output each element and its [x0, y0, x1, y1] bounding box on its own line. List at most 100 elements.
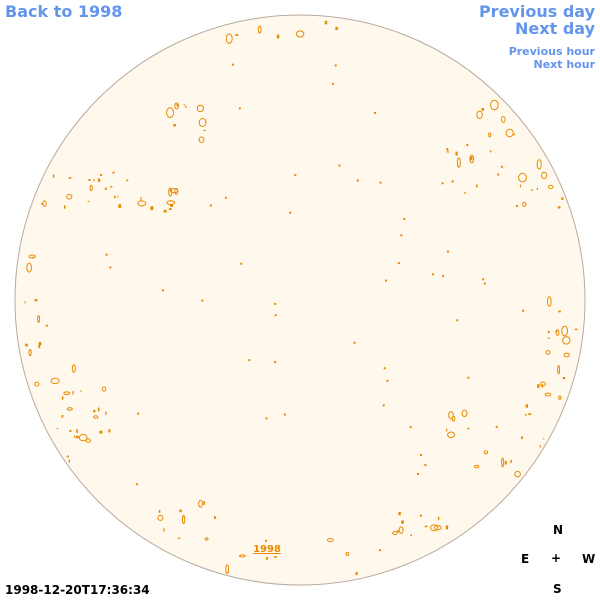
contour-mark [140, 196, 142, 201]
contour-mark [126, 179, 129, 182]
contour-mark [446, 428, 448, 432]
contour-mark [276, 34, 280, 39]
contour-mark [525, 404, 529, 408]
contour-mark [515, 205, 518, 207]
contour-mark [545, 350, 551, 355]
back-to-year-link[interactable]: Back to 1998 [5, 2, 123, 21]
contour-mark [76, 429, 78, 433]
contour-mark [198, 118, 207, 127]
contour-mark [331, 82, 334, 85]
contour-mark [424, 464, 427, 466]
contour-mark [520, 184, 521, 188]
contour-mark [239, 554, 246, 558]
contour-mark [265, 539, 267, 542]
year-link[interactable]: 1998 [253, 544, 281, 555]
contour-mark [78, 433, 88, 442]
contour-mark [163, 209, 167, 213]
contour-mark [555, 329, 560, 336]
contour-mark [105, 253, 108, 256]
contour-mark [97, 178, 101, 182]
previous-hour-link[interactable]: Previous hour [508, 45, 595, 58]
contour-mark [69, 430, 72, 432]
contour-mark [289, 211, 292, 214]
contour-mark [63, 391, 71, 396]
contour-mark [562, 377, 566, 380]
contour-mark [334, 64, 337, 67]
contour-mark [490, 99, 499, 111]
contour-mark [374, 111, 376, 114]
contour-mark [385, 279, 387, 282]
contour-mark [274, 302, 277, 305]
contour-mark [448, 411, 454, 420]
contour-mark [105, 411, 107, 416]
contour-mark [539, 445, 541, 448]
contour-mark [72, 391, 74, 395]
contour-mark [201, 299, 204, 302]
contour-mark [416, 473, 419, 475]
contour-mark [209, 204, 212, 207]
contour-mark [76, 435, 79, 439]
contour-mark [203, 129, 206, 131]
contour-mark [174, 102, 179, 110]
contour-mark [74, 435, 76, 438]
previous-day-link[interactable]: Previous day [478, 2, 595, 21]
contour-mark [182, 514, 186, 525]
contour-mark [68, 459, 70, 463]
contour-mark [561, 325, 569, 337]
contour-mark [537, 384, 540, 388]
contour-mark [409, 426, 412, 429]
contour-mark [539, 381, 547, 387]
compass-center: + [551, 551, 562, 565]
contour-mark [168, 187, 173, 197]
contour-mark [424, 525, 428, 528]
contour-mark [118, 204, 122, 208]
contour-mark [37, 315, 41, 323]
contour-mark [467, 427, 470, 430]
contour-mark [383, 367, 386, 370]
contour-mark [476, 184, 478, 188]
contour-mark [525, 413, 527, 416]
contour-mark [379, 549, 381, 552]
contour-mark [296, 30, 305, 38]
contour-mark [392, 531, 398, 535]
contour-mark [382, 404, 385, 407]
contour-mark [353, 341, 356, 344]
compass-south: S [553, 582, 562, 596]
next-hour-link[interactable]: Next hour [533, 58, 596, 71]
contour-mark [45, 324, 48, 327]
contour-mark [561, 197, 564, 200]
contour-mark [214, 516, 216, 519]
contour-mark [88, 179, 91, 181]
contour-mark [100, 173, 103, 176]
contour-mark [110, 186, 113, 188]
contour-mark [488, 132, 492, 138]
contour-mark [162, 289, 164, 292]
contour-mark [52, 174, 55, 178]
contour-mark [483, 450, 489, 455]
contour-mark [28, 349, 32, 357]
compass-east: E [521, 552, 530, 566]
contour-mark [63, 205, 66, 209]
contour-mark [117, 195, 119, 198]
contour-mark [93, 179, 95, 182]
contour-mark [80, 390, 82, 392]
contour-mark [514, 470, 521, 478]
contour-mark [521, 436, 523, 439]
contour-mark [544, 392, 552, 397]
contour-mark [294, 174, 297, 177]
contour-mark [522, 201, 527, 207]
contour-mark [114, 195, 116, 199]
contour-mark [265, 417, 268, 420]
contour-mark [231, 63, 234, 66]
contour-mark [562, 336, 571, 345]
contour-mark [379, 181, 382, 184]
contour-mark [466, 144, 469, 146]
contour-mark [501, 116, 506, 123]
next-day-link[interactable]: Next day [515, 19, 595, 38]
contour-mark [274, 314, 277, 317]
contour-mark [26, 262, 33, 273]
contour-mark [558, 310, 561, 313]
contour-mark [157, 514, 164, 521]
contour-mark [474, 464, 480, 469]
